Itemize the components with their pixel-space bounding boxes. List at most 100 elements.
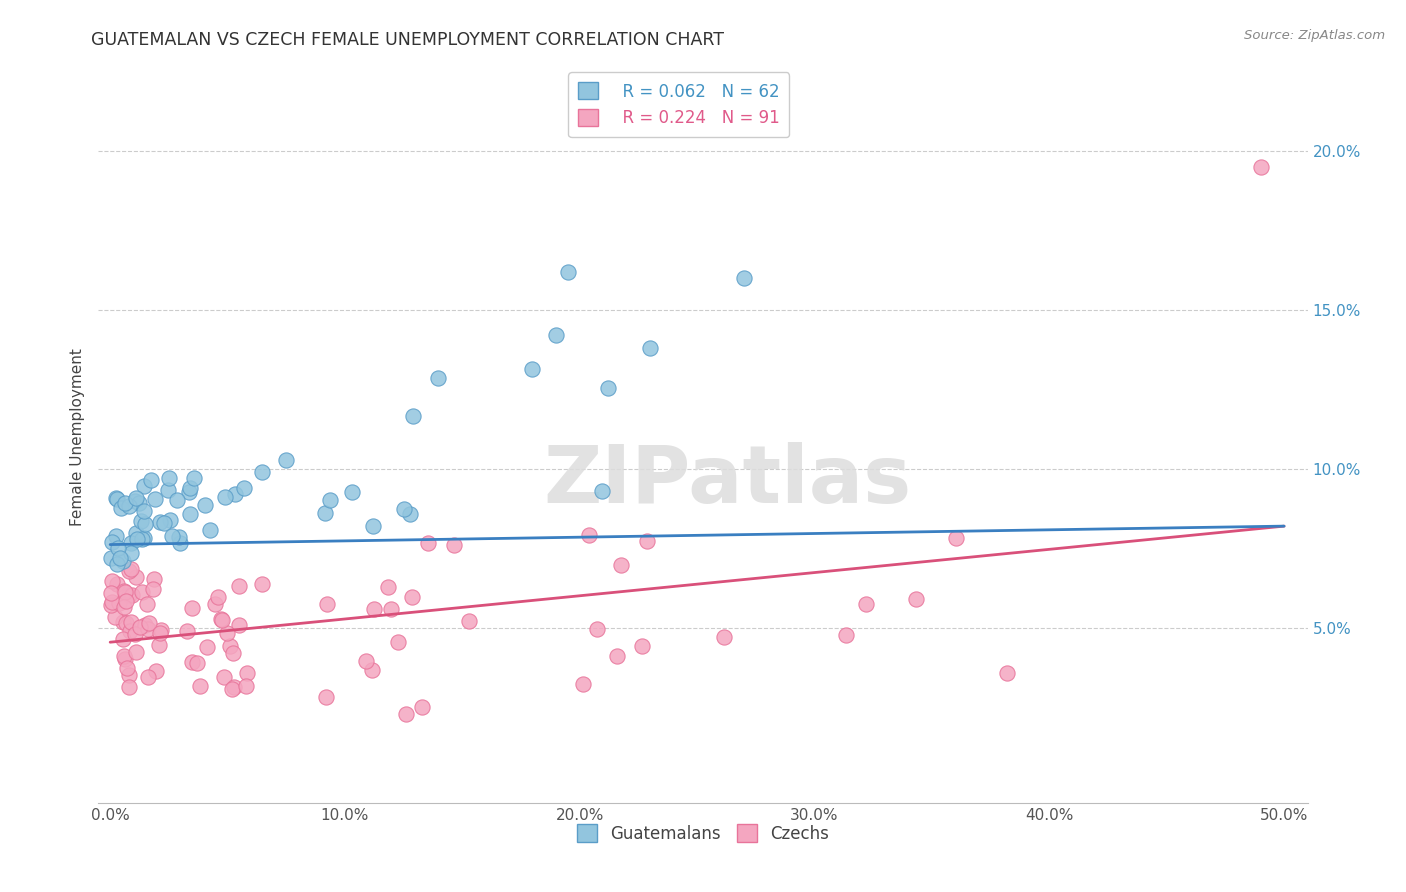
Point bbox=[401, 590, 423, 604]
Point bbox=[136, 622, 159, 636]
Point bbox=[578, 528, 600, 542]
Point bbox=[522, 361, 544, 376]
Point bbox=[118, 564, 141, 578]
Point bbox=[363, 601, 385, 615]
Point bbox=[733, 271, 755, 285]
Point bbox=[120, 615, 142, 629]
Point bbox=[114, 652, 136, 666]
Point bbox=[120, 561, 142, 575]
Point bbox=[134, 516, 156, 531]
Point bbox=[153, 516, 176, 530]
Text: GUATEMALAN VS CZECH FEMALE UNEMPLOYMENT CORRELATION CHART: GUATEMALAN VS CZECH FEMALE UNEMPLOYMENT … bbox=[91, 31, 724, 49]
Point bbox=[631, 639, 654, 653]
Point bbox=[179, 484, 201, 499]
Point bbox=[124, 627, 146, 641]
Point bbox=[224, 487, 246, 501]
Point bbox=[190, 679, 212, 693]
Point bbox=[100, 586, 122, 600]
Point bbox=[638, 341, 661, 355]
Point bbox=[176, 624, 198, 638]
Point bbox=[361, 663, 384, 677]
Point bbox=[138, 671, 160, 685]
Point bbox=[114, 600, 136, 615]
Text: ZIPatlas: ZIPatlas bbox=[543, 442, 911, 520]
Point bbox=[387, 635, 409, 649]
Point bbox=[591, 483, 613, 498]
Point bbox=[235, 679, 257, 693]
Point bbox=[319, 492, 342, 507]
Point bbox=[214, 490, 236, 504]
Point bbox=[198, 523, 221, 537]
Point bbox=[228, 618, 250, 632]
Point bbox=[606, 648, 628, 663]
Point bbox=[138, 615, 160, 630]
Point bbox=[212, 670, 235, 684]
Point bbox=[232, 481, 254, 495]
Point bbox=[236, 666, 259, 681]
Point bbox=[117, 500, 139, 514]
Point bbox=[100, 598, 122, 612]
Point bbox=[129, 620, 152, 634]
Point bbox=[186, 657, 208, 671]
Point bbox=[110, 551, 132, 566]
Point bbox=[180, 655, 202, 669]
Point bbox=[167, 530, 190, 544]
Point bbox=[546, 328, 568, 343]
Point bbox=[128, 496, 150, 510]
Point bbox=[183, 470, 205, 484]
Y-axis label: Female Unemployment: Female Unemployment bbox=[69, 348, 84, 526]
Point bbox=[204, 597, 226, 611]
Point bbox=[112, 584, 135, 599]
Point bbox=[100, 595, 122, 609]
Point bbox=[377, 580, 399, 594]
Point bbox=[132, 532, 155, 546]
Point bbox=[149, 623, 172, 637]
Point bbox=[131, 532, 153, 546]
Point bbox=[274, 453, 297, 467]
Point bbox=[398, 508, 420, 522]
Point bbox=[148, 638, 170, 652]
Point bbox=[136, 597, 159, 611]
Point bbox=[139, 473, 162, 487]
Point bbox=[105, 492, 128, 507]
Point bbox=[179, 481, 201, 495]
Point bbox=[392, 502, 415, 516]
Point bbox=[314, 506, 336, 520]
Point bbox=[217, 626, 239, 640]
Point bbox=[129, 514, 152, 528]
Point bbox=[395, 707, 418, 722]
Point bbox=[142, 572, 165, 586]
Point bbox=[166, 492, 188, 507]
Point bbox=[114, 594, 136, 608]
Point bbox=[124, 645, 146, 659]
Point bbox=[426, 371, 449, 385]
Point bbox=[100, 551, 122, 566]
Point bbox=[598, 381, 620, 395]
Point bbox=[107, 596, 129, 610]
Point bbox=[132, 504, 155, 518]
Point bbox=[120, 535, 142, 549]
Point bbox=[160, 529, 183, 543]
Point bbox=[1250, 160, 1272, 174]
Point bbox=[905, 591, 928, 606]
Point bbox=[418, 535, 440, 549]
Point bbox=[117, 660, 139, 674]
Point bbox=[124, 493, 146, 508]
Point bbox=[127, 532, 149, 546]
Point bbox=[207, 591, 229, 605]
Point bbox=[218, 639, 240, 653]
Point bbox=[104, 529, 127, 543]
Point bbox=[104, 610, 127, 624]
Point bbox=[356, 654, 378, 668]
Point bbox=[125, 526, 148, 541]
Point bbox=[131, 585, 153, 599]
Point bbox=[134, 618, 156, 632]
Point bbox=[221, 682, 243, 697]
Point bbox=[458, 614, 481, 628]
Point bbox=[211, 613, 233, 627]
Point bbox=[143, 491, 166, 506]
Point bbox=[380, 602, 402, 616]
Point bbox=[125, 491, 148, 505]
Point bbox=[713, 630, 735, 644]
Point bbox=[586, 622, 609, 636]
